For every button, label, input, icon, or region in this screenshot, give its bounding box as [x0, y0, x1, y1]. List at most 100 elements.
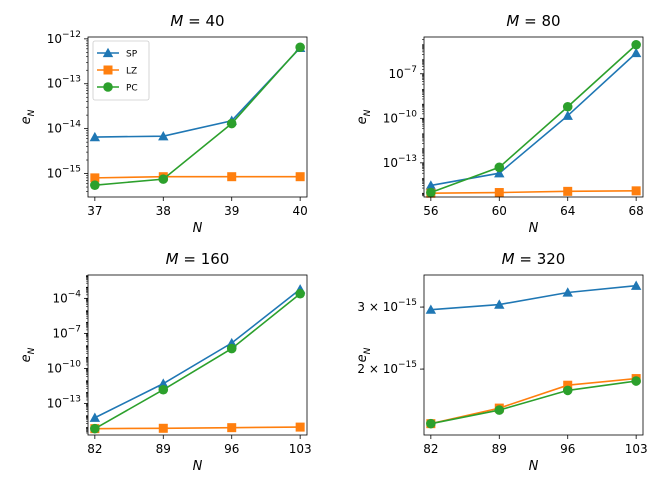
x-tick-label: 103: [625, 442, 648, 456]
x-tick-label: 89: [156, 442, 171, 456]
legend-label: SP: [126, 50, 138, 60]
series-line-sp: [430, 284, 637, 311]
point-pc: [295, 288, 305, 299]
series-line-lz: [430, 377, 637, 425]
x-tick-label: 38: [156, 204, 171, 218]
chart-title: M = 160: [166, 250, 230, 268]
panel-4: 82 89 96 103 2 × 10−15 3 × 10−15 M = 320 NeN: [355, 250, 648, 474]
y-tick-label: 10−10: [47, 359, 82, 375]
plot-frame: [423, 36, 644, 198]
x-tick-label: 64: [560, 204, 575, 218]
point-pc: [90, 423, 100, 434]
y-tick-label: 10−7: [52, 324, 81, 340]
x-tick-label: 60: [492, 204, 507, 218]
point-pc: [226, 118, 237, 129]
y-axis-label: eN: [355, 347, 373, 362]
x-tick-label: 96: [560, 442, 575, 456]
plot-frame: [87, 274, 308, 436]
point-sp: [562, 287, 573, 297]
point-pc: [90, 180, 100, 190]
y-tick-label: 10−14: [47, 120, 82, 136]
series-line-lz: [94, 175, 301, 179]
point-pc: [426, 187, 436, 198]
y-tick-label: 10−13: [383, 154, 417, 170]
series-line-pc: [94, 46, 301, 186]
series-line-sp: [94, 288, 301, 419]
panel-1: 37 38 39 40 10−15 10−14 10−13 10−12 M = 40 NeN SP L…: [19, 12, 308, 236]
panel-2: 56 60 64 68 10−13 10−10 10−7 M = 80 NeN: [355, 12, 644, 236]
point-sp: [89, 412, 101, 422]
point-lz: [227, 423, 237, 433]
point-sp: [425, 304, 437, 314]
y-tick-label: 10−12: [47, 30, 81, 46]
y-tick-label: 2 × 10−15: [357, 360, 417, 376]
y-axis-label: eN: [19, 347, 37, 362]
x-axis-label: N: [529, 221, 539, 236]
series-line-pc: [430, 380, 637, 425]
y-axis-label: eN: [19, 109, 37, 124]
y-tick-label: 10−15: [47, 165, 81, 181]
point-sp: [158, 378, 169, 388]
y-tick-label: 10−13: [47, 394, 81, 410]
x-tick-label: 40: [293, 204, 308, 218]
x-axis-label: N: [529, 459, 539, 474]
point-lz: [158, 423, 168, 433]
point-lz: [295, 422, 305, 432]
plot-frame: [87, 36, 308, 198]
point-lz: [494, 188, 504, 198]
y-tick-label: 3 × 10−15: [357, 298, 417, 314]
x-axis-label: N: [193, 221, 203, 236]
x-tick-label: 96: [224, 442, 239, 456]
series-line-pc: [94, 293, 301, 430]
x-axis-label: N: [193, 459, 203, 474]
legend-label: PC: [126, 84, 138, 94]
series-line-lz: [430, 190, 637, 195]
x-tick-label: 103: [289, 442, 312, 456]
legend-marker-pc: [103, 82, 113, 92]
point-pc: [426, 418, 436, 429]
x-tick-label: 68: [629, 204, 644, 218]
point-pc: [494, 405, 505, 415]
point-pc: [158, 174, 169, 184]
x-tick-label: 82: [87, 442, 102, 456]
y-tick-label: 10−10: [383, 109, 418, 125]
point-pc: [562, 101, 573, 112]
point-sp: [562, 110, 573, 120]
point-lz: [563, 380, 573, 390]
point-pc: [562, 385, 573, 396]
y-tick-label: 10−7: [388, 65, 417, 81]
point-sp: [89, 131, 101, 142]
legend-marker-sp: [102, 47, 114, 58]
panel-3: 82 89 96 103 10−13 10−10 10−7 10−4 M = 160 NeN: [19, 250, 312, 474]
chart-title: M = 320: [502, 250, 566, 268]
point-sp: [494, 299, 505, 309]
chart-title: M = 80: [506, 12, 560, 30]
point-lz: [563, 186, 573, 196]
legend: SP LZ PC: [92, 40, 150, 101]
chart-title: M = 40: [170, 12, 224, 30]
point-pc: [631, 376, 641, 386]
point-lz: [227, 172, 237, 182]
y-axis-label: eN: [355, 109, 373, 124]
point-sp: [158, 130, 169, 141]
point-pc: [226, 343, 237, 354]
legend-label: LZ: [126, 67, 137, 77]
point-sp: [494, 168, 505, 178]
point-pc: [158, 384, 169, 395]
series-line-pc: [430, 44, 637, 194]
point-lz: [631, 186, 641, 196]
legend-marker-lz: [103, 65, 113, 75]
x-tick-label: 56: [423, 204, 438, 218]
point-sp: [425, 180, 437, 190]
x-tick-label: 89: [492, 442, 507, 456]
point-lz: [295, 172, 305, 182]
y-tick-label: 10−13: [47, 75, 81, 91]
point-pc: [494, 162, 505, 173]
point-pc: [295, 42, 305, 53]
series-line-lz: [94, 426, 301, 430]
x-tick-label: 39: [224, 204, 239, 218]
y-tick-label: 10−4: [52, 289, 81, 305]
point-sp: [630, 47, 642, 58]
point-pc: [631, 39, 641, 50]
